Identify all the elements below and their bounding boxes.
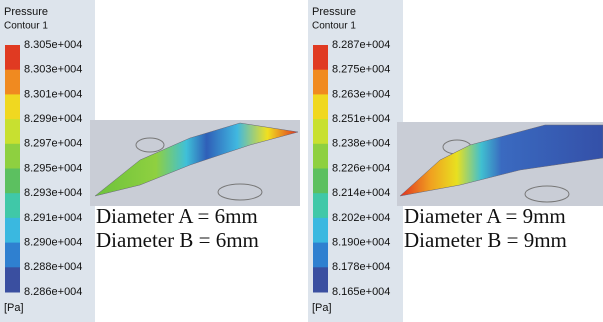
page: Pressure Contour 1 8.305e+004 8.303e+004 8.3…: [0, 0, 603, 322]
legend-tick-label: 8.165e+004: [332, 286, 390, 298]
legend-title: Pressure: [4, 6, 48, 18]
color-band: [313, 94, 328, 119]
color-band: [5, 243, 20, 268]
caption: Diameter B = 6mm: [96, 228, 259, 252]
legend-tick-label: 8.178e+004: [332, 261, 390, 273]
caption: Diameter A = 6mm: [96, 204, 258, 228]
legend-tick-label: 8.299e+004: [24, 113, 82, 125]
color-band: [5, 218, 20, 243]
color-band: [313, 70, 328, 95]
legend-tick-label: 8.238e+004: [332, 138, 390, 150]
legend-tick-label: 8.305e+004: [24, 39, 82, 51]
legend-tick-label: 8.202e+004: [332, 212, 390, 224]
legend-tick-label: 8.301e+004: [24, 88, 82, 100]
legend-unit: [Pa]: [312, 302, 332, 314]
color-band: [5, 144, 20, 169]
color-band: [313, 169, 328, 194]
legend-unit: [Pa]: [4, 302, 24, 314]
color-band: [313, 45, 328, 70]
panel: Pressure Contour 1 8.287e+004 8.275e+004 8.2…: [308, 0, 403, 322]
color-band: [5, 267, 20, 292]
color-band: [313, 144, 328, 169]
legend-tick-label: 8.275e+004: [332, 64, 390, 76]
legend-tick-label: 8.297e+004: [24, 138, 82, 150]
legend-tick-label: 8.291e+004: [24, 212, 82, 224]
color-band: [5, 193, 20, 218]
color-band: [313, 243, 328, 268]
color-band: [5, 45, 20, 70]
legend-tick-label: 8.190e+004: [332, 237, 390, 249]
color-band: [5, 94, 20, 119]
caption: Diameter B = 9mm: [404, 228, 567, 252]
legend-title: Pressure: [312, 6, 356, 18]
legend-tick-label: 8.251e+004: [332, 113, 390, 125]
legend-tick-label: 8.293e+004: [24, 187, 82, 199]
legend-tick-label: 8.226e+004: [332, 162, 390, 174]
color-band: [313, 193, 328, 218]
color-band: [313, 267, 328, 292]
legend-tick-label: 8.263e+004: [332, 88, 390, 100]
legend-tick-label: 8.290e+004: [24, 237, 82, 249]
color-band: [5, 169, 20, 194]
legend-tick-label: 8.303e+004: [24, 64, 82, 76]
color-band: [313, 218, 328, 243]
legend-tick-label: 8.286e+004: [24, 286, 82, 298]
color-band: [313, 119, 328, 144]
legend-tick-label: 8.288e+004: [24, 261, 82, 273]
color-band: [5, 119, 20, 144]
caption: Diameter A = 9mm: [404, 204, 566, 228]
figure: Pressure Contour 1 8.305e+004 8.303e+004 8.3…: [0, 0, 603, 322]
legend-tick-label: 8.295e+004: [24, 162, 82, 174]
legend-subtitle: Contour 1: [4, 21, 48, 32]
legend-tick-label: 8.214e+004: [332, 187, 390, 199]
color-band: [5, 70, 20, 95]
panel: Pressure Contour 1 8.305e+004 8.303e+004 8.3…: [0, 0, 95, 322]
legend-tick-label: 8.287e+004: [332, 39, 390, 51]
legend-subtitle: Contour 1: [312, 21, 356, 32]
